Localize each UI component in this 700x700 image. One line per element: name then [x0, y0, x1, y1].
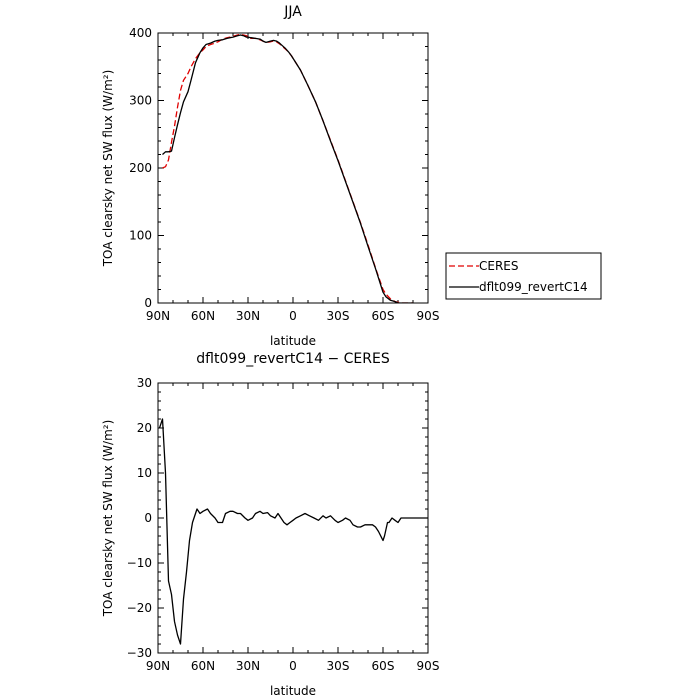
y-tick-label: −30	[127, 646, 152, 660]
y-tick-label: 300	[129, 94, 152, 108]
x-tick-label: 30N	[236, 659, 260, 673]
x-tick-label: 90N	[146, 659, 170, 673]
x-tick-label: 90S	[417, 309, 440, 323]
y-tick-label: 100	[129, 229, 152, 243]
y-tick-label: 20	[137, 421, 152, 435]
y-tick-label: 10	[137, 466, 152, 480]
top-panel: 90N 60N 30N 0 30S 60S 90S 0 100 200 300 400 JJA latit…	[101, 4, 439, 348]
chart-title: dflt099_revertC14 − CERES	[196, 351, 390, 367]
series-line-ceres	[162, 33, 413, 303]
y-tick-label: 0	[144, 511, 152, 525]
y-axis-label: TOA clearsky net SW flux (W/m²)	[101, 420, 115, 618]
x-tick-label: 30S	[327, 309, 350, 323]
x-tick-label: 0	[289, 309, 297, 323]
x-tick-label: 60N	[191, 659, 215, 673]
y-tick-label: 30	[137, 376, 152, 390]
x-axis-label: latitude	[270, 334, 316, 348]
legend-label: dflt099_revertC14	[479, 280, 588, 294]
x-tick-label: 30S	[327, 659, 350, 673]
series-line-dflt099-revertc14	[162, 34, 413, 303]
x-tick-label: 0	[289, 659, 297, 673]
y-tick-label: 400	[129, 26, 152, 40]
legend-box	[445, 252, 602, 300]
x-tick-label: 60S	[372, 309, 395, 323]
x-tick-label: 90S	[417, 659, 440, 673]
legend: CERES dflt099_revertC14	[445, 252, 602, 300]
y-tick-label: 200	[129, 161, 152, 175]
legend-label: CERES	[479, 259, 519, 273]
y-tick-label: 0	[144, 296, 152, 310]
x-tick-label: 30N	[236, 309, 260, 323]
plot-frame	[157, 382, 429, 654]
series-line-0	[158, 418, 428, 645]
y-tick-label: −10	[127, 556, 152, 570]
y-axis-label: TOA clearsky net SW flux (W/m²)	[101, 70, 115, 268]
x-tick-label: 60N	[191, 309, 215, 323]
y-tick-label: −20	[127, 601, 152, 615]
x-tick-label: 90N	[146, 309, 170, 323]
x-tick-label: 60S	[372, 659, 395, 673]
bottom-panel: 90N 60N 30N 0 30S 60S 90S −30 −20 −10 0 10 20 30 dflt0…	[101, 351, 439, 698]
x-axis-label: latitude	[270, 684, 316, 698]
chart-title: JJA	[283, 4, 302, 20]
plot-frame	[157, 32, 429, 304]
